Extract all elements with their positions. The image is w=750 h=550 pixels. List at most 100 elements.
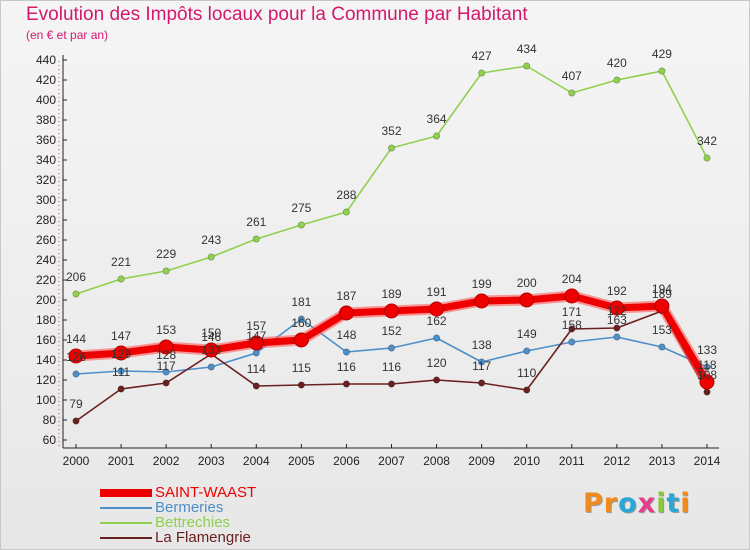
data-label: 200 xyxy=(517,276,537,290)
y-tick-label: 280 xyxy=(36,213,56,227)
data-point xyxy=(113,345,129,361)
data-label: 407 xyxy=(562,69,582,83)
logo-letter: P xyxy=(583,488,604,519)
y-tick-label: 220 xyxy=(36,273,56,287)
data-label: 111 xyxy=(112,365,131,379)
data-label: 146 xyxy=(201,330,221,344)
x-tick-label: 2011 xyxy=(559,454,585,468)
y-tick-label: 100 xyxy=(36,393,56,407)
data-point xyxy=(387,344,395,352)
data-point xyxy=(72,290,80,298)
x-tick-label: 2003 xyxy=(198,454,225,468)
data-label: 204 xyxy=(562,272,582,286)
data-point xyxy=(478,69,486,77)
proxiti-logo: Proxiti xyxy=(583,488,691,528)
data-label: 133 xyxy=(697,343,717,357)
data-label: 160 xyxy=(291,316,311,330)
x-tick-label: 2007 xyxy=(378,454,405,468)
data-label: 147 xyxy=(111,329,131,343)
data-label: 162 xyxy=(427,314,447,328)
data-point xyxy=(72,417,80,425)
data-label: 434 xyxy=(517,42,537,56)
data-label: 427 xyxy=(472,49,492,63)
x-tick-label: 2014 xyxy=(694,454,721,468)
data-label: 187 xyxy=(336,289,356,303)
data-point xyxy=(613,76,621,84)
data-label: 275 xyxy=(291,201,311,215)
data-point xyxy=(162,267,170,275)
y-tick-label: 140 xyxy=(36,353,56,367)
data-point xyxy=(613,324,621,332)
data-label: 114 xyxy=(247,362,266,376)
logo-letter: i xyxy=(656,488,667,519)
data-point xyxy=(117,367,125,375)
data-point xyxy=(568,325,576,333)
data-label: 352 xyxy=(381,124,401,138)
legend-swatch xyxy=(100,507,152,509)
chart-subtitle: (en € et par an) xyxy=(26,28,109,42)
legend-item: La Flamengrie xyxy=(100,529,400,546)
data-point xyxy=(342,380,350,388)
data-label: 342 xyxy=(697,134,717,148)
data-label: 117 xyxy=(157,359,176,373)
legend-label: La Flamengrie xyxy=(155,529,251,546)
data-point xyxy=(478,379,486,387)
data-point xyxy=(609,300,625,316)
data-label: 192 xyxy=(607,284,627,298)
data-point xyxy=(433,334,441,342)
legend-label: SAINT-WAAST xyxy=(155,484,257,501)
data-point xyxy=(654,298,670,314)
legend-item: SAINT-WAAST xyxy=(100,484,400,501)
x-tick-label: 2009 xyxy=(468,454,495,468)
data-point xyxy=(297,381,305,389)
data-point xyxy=(387,144,395,152)
x-tick-label: 2002 xyxy=(153,454,180,468)
axes: 60 80 100 120 140 160 180 200 220 240 260 280 300 320… xyxy=(36,53,721,468)
data-point xyxy=(523,347,531,355)
data-point xyxy=(297,315,305,323)
data-point xyxy=(699,374,715,390)
data-point xyxy=(207,363,215,371)
data-label: 153 xyxy=(156,323,176,337)
data-label: 147 xyxy=(246,329,266,343)
data-point xyxy=(658,343,666,351)
y-tick-label: 300 xyxy=(36,193,56,207)
data-label: 181 xyxy=(291,295,311,309)
logo-letter: t xyxy=(666,488,681,519)
data-point xyxy=(568,338,576,346)
x-tick-label: 2012 xyxy=(604,454,631,468)
data-label: 129 xyxy=(111,347,131,361)
data-point xyxy=(342,208,350,216)
y-tick-label: 240 xyxy=(36,253,56,267)
x-tick-label: 2013 xyxy=(649,454,676,468)
legend-swatch xyxy=(100,489,152,497)
data-label: 194 xyxy=(652,282,672,296)
y-tick-label: 260 xyxy=(36,233,56,247)
data-point xyxy=(387,380,395,388)
data-point xyxy=(613,333,621,341)
data-label: 138 xyxy=(472,338,492,352)
y-tick-label: 200 xyxy=(36,293,56,307)
y-tick-label: 400 xyxy=(36,93,56,107)
data-point xyxy=(252,349,260,357)
data-label: 116 xyxy=(382,360,401,374)
chart-title: Evolution des Impôts locaux pour la Comm… xyxy=(26,4,528,25)
logo-letter: r xyxy=(603,488,619,519)
data-point xyxy=(478,358,486,366)
y-tick-label: 60 xyxy=(43,433,57,447)
x-tick-label: 2008 xyxy=(423,454,450,468)
data-label: 199 xyxy=(472,277,492,291)
x-tick-label: 2001 xyxy=(108,454,135,468)
legend-item: Bettrechies xyxy=(100,514,400,531)
data-labels: 206 221 229 243 261 275 288 352 364 427 434 407 420 4… xyxy=(66,42,717,411)
data-label: 420 xyxy=(607,56,627,70)
data-label: 133 xyxy=(201,343,221,357)
legend-swatch xyxy=(100,537,152,539)
data-point xyxy=(703,388,711,396)
data-label: 128 xyxy=(156,348,176,362)
logo-letter: i xyxy=(680,488,691,519)
data-point xyxy=(158,339,174,355)
data-label: 288 xyxy=(336,188,356,202)
data-label: 171 xyxy=(562,305,582,319)
